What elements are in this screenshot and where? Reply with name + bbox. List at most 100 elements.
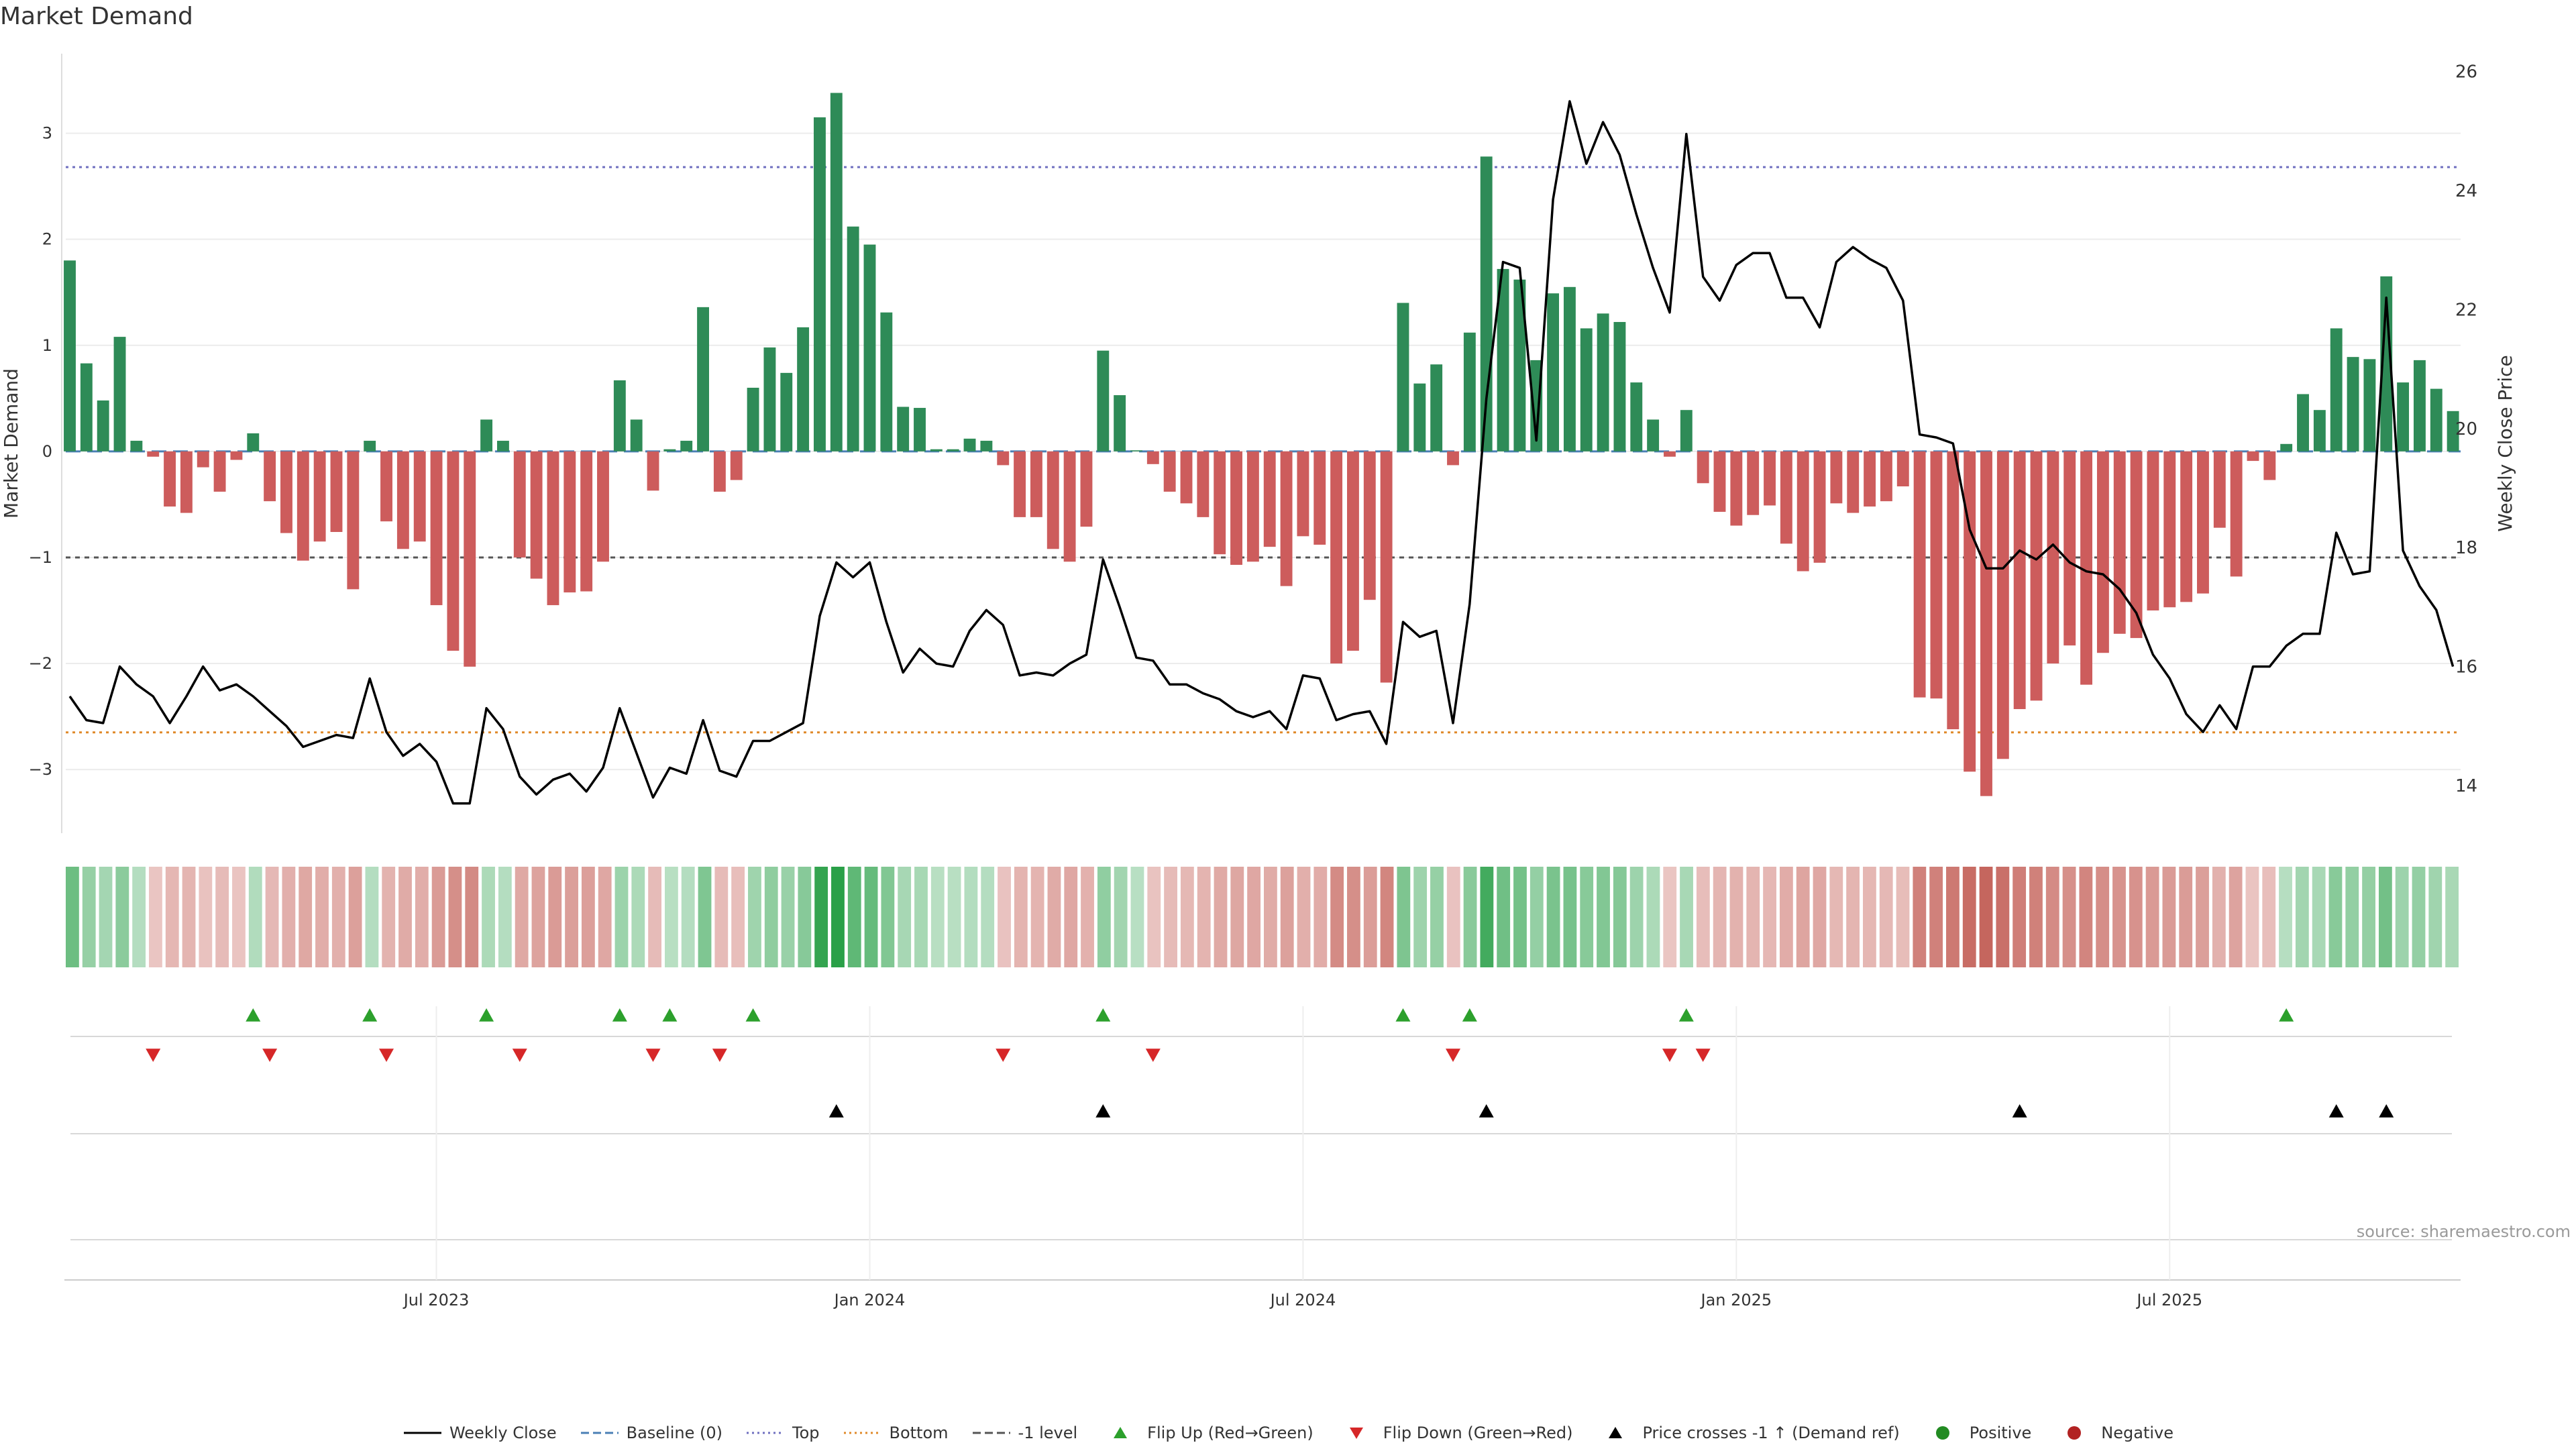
dashed-line-icon (580, 1432, 619, 1434)
heat-cell-positive (1646, 867, 1660, 967)
positive-bar (1397, 303, 1409, 451)
flip-down-marker (262, 1049, 278, 1062)
y2-tick-label: 20 (2455, 419, 2477, 439)
price-cross-marker (2328, 1104, 2344, 1118)
heat-cell-positive (781, 867, 795, 967)
heat-cell-negative (1729, 867, 1743, 967)
legend-item-neg1: -1 level (971, 1424, 1077, 1442)
positive-bar (2413, 360, 2426, 451)
y-tick-label: 1 (42, 336, 52, 355)
heat-cell-positive (1563, 867, 1577, 967)
negative-bar (2263, 451, 2276, 480)
heat-cell-negative (1380, 867, 1394, 967)
heat-cell-negative (531, 867, 545, 967)
x-tick-label: Jul 2025 (2135, 1291, 2202, 1309)
positive-bar (2330, 328, 2343, 451)
legend: Weekly Close Baseline (0) Top Bottom -1 leve… (0, 1424, 2576, 1442)
positive-bar (747, 388, 759, 451)
positive-bar (680, 441, 693, 451)
negative-bar (1930, 451, 1943, 699)
positive-bar (496, 441, 509, 451)
positive-bar (930, 449, 943, 451)
price-cross-marker (1095, 1104, 1111, 1118)
flip-down-marker (146, 1049, 161, 1062)
heat-cell-negative (1763, 867, 1776, 967)
heat-cell-negative (1147, 867, 1161, 967)
positive-bar (814, 117, 826, 451)
negative-bar (1747, 451, 1760, 515)
positive-bar (2397, 382, 2410, 451)
negative-bar (2130, 451, 2143, 639)
legend-label: Bottom (889, 1424, 949, 1442)
market-demand-chart: 3 2 1 0 −1 −2 −3 Market Demand Weekly Close Pri… (0, 54, 2516, 1309)
heat-cell-negative (415, 867, 429, 967)
heat-cell-negative (1929, 867, 1943, 967)
legend-label: Price crosses -1 ↑ (Demand ref) (1642, 1424, 1900, 1442)
positive-bar (880, 312, 893, 451)
negative-bar (330, 451, 343, 533)
heat-cell-negative (565, 867, 578, 967)
negative-bar (1197, 451, 1210, 517)
triangle-down-icon (1349, 1428, 1363, 1439)
heat-cell-negative (2096, 867, 2110, 967)
heat-cell-positive (2312, 867, 2326, 967)
negative-bar (1864, 451, 1876, 507)
flip-up-marker (1678, 1008, 1694, 1022)
negative-bar (1214, 451, 1226, 555)
heat-cell-positive (981, 867, 995, 967)
legend-item-flip_down: Flip Down (Green→Red) (1336, 1424, 1572, 1442)
left-axis: 3 2 1 0 −1 −2 −3 Market Demand (0, 54, 62, 833)
positive-bar (2313, 410, 2326, 451)
heat-cell-negative (1962, 867, 1976, 967)
negative-bar (1163, 451, 1176, 492)
heat-cell-negative (998, 867, 1011, 967)
heat-cell-negative (382, 867, 396, 967)
positive-bar (247, 433, 260, 451)
positive-bar (480, 419, 493, 451)
negative-bar (513, 451, 526, 557)
heat-cell-negative (1896, 867, 1910, 967)
heat-cell-negative (149, 867, 162, 967)
negative-bar (164, 451, 176, 507)
heat-cell-positive (1613, 867, 1627, 967)
positive-bar (1497, 268, 1509, 451)
heat-cell-positive (1597, 867, 1610, 967)
heat-cell-positive (1463, 867, 1477, 967)
flip-up-marker (1095, 1008, 1111, 1022)
heat-cell-positive (2328, 867, 2343, 967)
negative-bar (1380, 451, 1393, 683)
negative-bar (730, 451, 743, 480)
legend-item-top: Top (745, 1424, 820, 1442)
heat-cell-positive (1513, 867, 1527, 967)
positive-bar (980, 441, 993, 451)
dotted-line-icon (843, 1432, 881, 1434)
negative-bar (997, 451, 1010, 466)
positive-bar (1647, 419, 1660, 451)
negative-bar (2247, 451, 2259, 462)
heat-cell-positive (66, 867, 79, 967)
negative-bar (1913, 451, 1926, 698)
heat-cell-negative (1313, 867, 1328, 967)
heat-cell-positive (1680, 867, 1693, 967)
price-line-layer (68, 100, 2455, 805)
positive-bar (1130, 450, 1142, 451)
heat-cell-negative (1913, 867, 1927, 967)
heat-cell-negative (1330, 867, 1344, 967)
y2-axis-title: Weekly Close Price (2494, 355, 2516, 531)
negative-bar (597, 451, 609, 562)
negative-bar (347, 451, 360, 590)
positive-bar (130, 441, 143, 451)
negative-bar (2063, 451, 2076, 646)
heat-cell-negative (1214, 867, 1228, 967)
heat-cell-positive (132, 867, 146, 967)
heat-cell-negative (431, 867, 445, 967)
negative-bar (564, 451, 576, 593)
heat-cell-negative (398, 867, 412, 967)
heat-cell-negative (1779, 867, 1793, 967)
heat-cell-negative (2029, 867, 2043, 967)
heat-cell-positive (1629, 867, 1644, 967)
negative-bar (1313, 451, 1326, 545)
positive-bar (113, 337, 126, 451)
legend-label: Top (792, 1424, 820, 1442)
positive-bar (763, 347, 776, 451)
